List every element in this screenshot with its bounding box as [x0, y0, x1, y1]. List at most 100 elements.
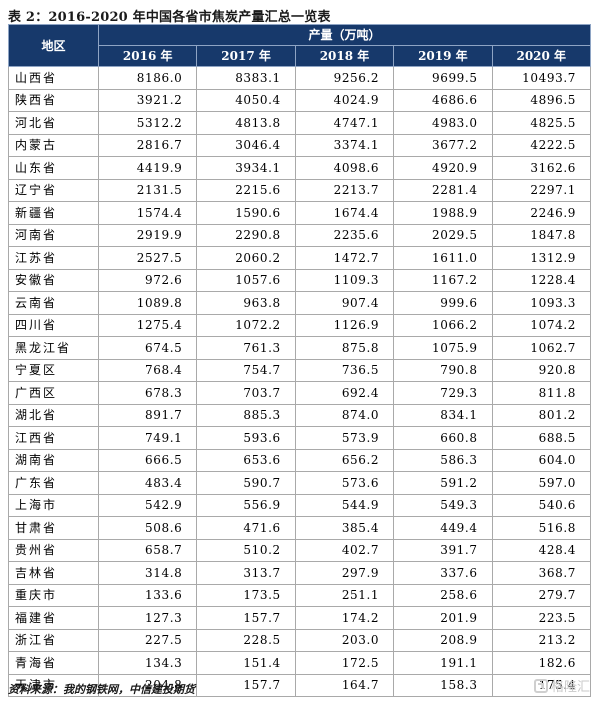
value-cell: 790.8 [393, 358, 493, 382]
value-cell: 2029.5 [393, 223, 493, 247]
value-cell: 4222.5 [491, 133, 592, 157]
value-cell: 2131.5 [97, 178, 198, 202]
table-row: 安徽省 972.6 1057.6 1109.3 1167.2 1228.4 [8, 268, 592, 292]
value-cell: 1109.3 [294, 268, 395, 292]
value-cell: 428.4 [491, 538, 592, 562]
value-cell: 1611.0 [393, 246, 493, 270]
value-cell: 907.4 [294, 291, 395, 315]
value-cell: 8383.1 [196, 66, 296, 90]
region-cell: 宁夏区 [8, 358, 99, 382]
production-group-header: 产量（万吨） [98, 24, 591, 46]
value-cell: 597.0 [491, 471, 592, 495]
value-cell: 972.6 [97, 268, 198, 292]
value-cell: 175.4 [491, 673, 592, 697]
header-row-years: 2016 年 2017 年 2018 年 2019 年 2020 年 [9, 45, 592, 67]
value-cell: 151.4 [196, 651, 296, 675]
value-cell: 2816.7 [97, 133, 198, 157]
value-cell: 1167.2 [393, 268, 493, 292]
value-cell: 736.5 [294, 358, 395, 382]
table-row: 浙江省 227.5 228.5 203.0 208.9 213.2 [8, 628, 592, 652]
table-row: 吉林省 314.8 313.7 297.9 337.6 368.7 [8, 561, 592, 585]
value-cell: 2213.7 [294, 178, 395, 202]
region-cell: 云南省 [8, 291, 99, 315]
table-row: 上海市 542.9 556.9 544.9 549.3 540.6 [8, 493, 592, 517]
value-cell: 203.0 [294, 628, 395, 652]
value-cell: 2919.9 [97, 223, 198, 247]
table-row: 新疆省 1574.4 1590.6 1674.4 1988.9 2246.9 [8, 201, 592, 225]
coke-production-table: 地区 产量（万吨） 2016 年 2017 年 2018 年 2019 年 2020 年… [8, 24, 592, 697]
region-cell: 湖南省 [8, 448, 99, 472]
value-cell: 9699.5 [393, 66, 493, 90]
table-title: 表 2：2016-2020 年中国各省市焦炭产量汇总一览表 [8, 10, 331, 25]
value-cell: 4024.9 [294, 88, 395, 112]
value-cell: 885.3 [196, 403, 296, 427]
value-cell: 164.7 [294, 673, 395, 697]
table-row: 甘肃省 508.6 471.6 385.4 449.4 516.8 [8, 516, 592, 540]
value-cell: 3921.2 [97, 88, 198, 112]
table-row: 辽宁省 2131.5 2215.6 2213.7 2281.4 2297.1 [8, 178, 592, 202]
region-cell: 河南省 [8, 223, 99, 247]
value-cell: 1057.6 [196, 268, 296, 292]
value-cell: 801.2 [491, 403, 592, 427]
region-cell: 山东省 [8, 156, 99, 180]
region-cell: 贵州省 [8, 538, 99, 562]
value-cell: 508.6 [97, 516, 198, 540]
value-cell: 4983.0 [393, 111, 493, 135]
value-cell: 1312.9 [491, 246, 592, 270]
region-cell: 湖北省 [8, 403, 99, 427]
region-cell: 内蒙古 [8, 133, 99, 157]
value-cell: 402.7 [294, 538, 395, 562]
value-cell: 1093.3 [491, 291, 592, 315]
value-cell: 182.6 [491, 651, 592, 675]
table-row: 黑龙江省 674.5 761.3 875.8 1075.9 1062.7 [8, 336, 592, 360]
table-row: 山西省 8186.0 8383.1 9256.2 9699.5 10493.7 [8, 66, 592, 90]
value-cell: 891.7 [97, 403, 198, 427]
year-header: 2020 年 [491, 45, 592, 67]
value-cell: 703.7 [196, 381, 296, 405]
value-cell: 173.5 [196, 583, 296, 607]
value-cell: 1674.4 [294, 201, 395, 225]
table-row: 天津市 204.8 157.7 164.7 158.3 175.4 [8, 673, 592, 697]
value-cell: 2215.6 [196, 178, 296, 202]
value-cell: 158.3 [393, 673, 493, 697]
value-cell: 1590.6 [196, 201, 296, 225]
region-cell: 吉林省 [8, 561, 99, 585]
value-cell: 3934.1 [196, 156, 296, 180]
region-cell: 安徽省 [8, 268, 99, 292]
value-cell: 573.6 [294, 471, 395, 495]
value-cell: 201.9 [393, 606, 493, 630]
value-cell: 729.3 [393, 381, 493, 405]
value-cell: 692.4 [294, 381, 395, 405]
value-cell: 208.9 [393, 628, 493, 652]
watermark-text: 格隆汇 [550, 680, 590, 695]
region-cell: 陕西省 [8, 88, 99, 112]
value-cell: 516.8 [491, 516, 592, 540]
value-cell: 4825.5 [491, 111, 592, 135]
region-cell: 江苏省 [8, 246, 99, 270]
value-cell: 1847.8 [491, 223, 592, 247]
value-cell: 213.2 [491, 628, 592, 652]
table-body: 山西省 8186.0 8383.1 9256.2 9699.5 10493.7 陕西省 392… [8, 66, 592, 697]
value-cell: 223.5 [491, 606, 592, 630]
value-cell: 660.8 [393, 426, 493, 450]
table-row: 内蒙古 2816.7 3046.4 3374.1 3677.2 4222.5 [8, 133, 592, 157]
value-cell: 314.8 [97, 561, 198, 585]
value-cell: 688.5 [491, 426, 592, 450]
value-cell: 483.4 [97, 471, 198, 495]
value-cell: 768.4 [97, 358, 198, 382]
value-cell: 4896.5 [491, 88, 592, 112]
value-cell: 542.9 [97, 493, 198, 517]
value-cell: 544.9 [294, 493, 395, 517]
value-cell: 761.3 [196, 336, 296, 360]
value-cell: 658.7 [97, 538, 198, 562]
year-header: 2018 年 [294, 45, 395, 67]
region-header: 地区 [8, 24, 99, 67]
table-row: 福建省 127.3 157.7 174.2 201.9 223.5 [8, 606, 592, 630]
table-row: 陕西省 3921.2 4050.4 4024.9 4686.6 4896.5 [8, 88, 592, 112]
value-cell: 258.6 [393, 583, 493, 607]
gelonghui-logo-icon [533, 678, 548, 693]
value-cell: 920.8 [491, 358, 592, 382]
region-cell: 浙江省 [8, 628, 99, 652]
value-cell: 191.1 [393, 651, 493, 675]
value-cell: 963.8 [196, 291, 296, 315]
